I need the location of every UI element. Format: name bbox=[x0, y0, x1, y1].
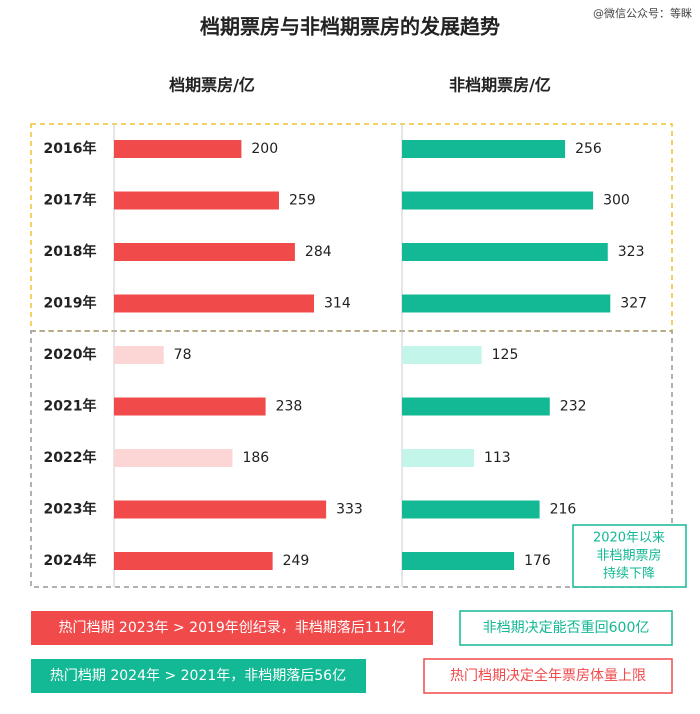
panel-title: 档期票房/亿 bbox=[169, 76, 255, 95]
annotation-box bbox=[572, 524, 687, 588]
data-label: 284 bbox=[305, 244, 332, 260]
data-label: 216 bbox=[550, 502, 577, 518]
annotation: 持续下降 bbox=[603, 567, 655, 582]
data-label: 125 bbox=[492, 347, 519, 363]
y-tick-label: 2022年 bbox=[44, 449, 97, 466]
bar bbox=[114, 243, 295, 261]
bar bbox=[114, 191, 279, 210]
bar bbox=[402, 243, 608, 261]
bar bbox=[402, 397, 550, 416]
annotation: 非档期票房 bbox=[596, 548, 661, 564]
panel-title: 非档期票房/亿 bbox=[449, 76, 551, 95]
data-label: 200 bbox=[251, 141, 278, 157]
data-label: 333 bbox=[336, 502, 363, 518]
y-tick-label: 2018年 bbox=[44, 243, 97, 260]
note-box bbox=[31, 611, 433, 645]
data-label: 256 bbox=[575, 141, 602, 157]
y-tick-label: 2021年 bbox=[44, 398, 97, 415]
note: 热门档期 2023年 > 2019年创纪录，非档期落后111亿 bbox=[58, 620, 405, 636]
watermark: @微信公众号：等眯 bbox=[593, 6, 692, 20]
note: 非档期决定能否重回600亿 bbox=[483, 620, 650, 636]
data-label: 314 bbox=[324, 296, 351, 312]
data-label: 238 bbox=[276, 399, 303, 415]
data-label: 259 bbox=[289, 193, 316, 209]
data-label: 323 bbox=[618, 244, 645, 260]
data-label: 113 bbox=[484, 450, 511, 466]
bar bbox=[402, 140, 566, 158]
y-tick-label: 2024年 bbox=[44, 552, 97, 569]
chart-title: 档期票房与非档期票房的发展趋势 bbox=[200, 15, 500, 39]
note-box bbox=[459, 610, 673, 646]
bar bbox=[114, 397, 266, 416]
bar bbox=[402, 294, 611, 313]
bar bbox=[114, 346, 164, 364]
data-label: 78 bbox=[174, 347, 192, 363]
data-label: 186 bbox=[242, 450, 269, 466]
highlight-box bbox=[30, 330, 673, 588]
bar bbox=[114, 552, 273, 570]
bar bbox=[402, 346, 482, 364]
bar bbox=[114, 294, 315, 313]
y-tick-label: 2017年 bbox=[44, 192, 97, 209]
note: 热门档期决定全年票房体量上限 bbox=[450, 667, 646, 684]
bar bbox=[114, 500, 327, 519]
data-label: 300 bbox=[603, 193, 630, 209]
data-label: 176 bbox=[524, 553, 551, 569]
y-tick-label: 2020年 bbox=[44, 346, 97, 363]
y-tick-label: 2023年 bbox=[44, 501, 97, 518]
y-tick-label: 2016年 bbox=[44, 140, 97, 157]
note-box bbox=[31, 659, 366, 693]
note-box bbox=[423, 658, 673, 694]
bar bbox=[402, 552, 515, 570]
annotation: 2020年以来 bbox=[593, 531, 665, 546]
data-label: 249 bbox=[283, 553, 310, 569]
y-tick-label: 2019年 bbox=[44, 295, 97, 312]
note: 热门档期 2024年 > 2021年，非档期落后56亿 bbox=[50, 668, 346, 684]
bar bbox=[402, 449, 474, 467]
data-label: 327 bbox=[620, 296, 647, 312]
bar bbox=[114, 140, 242, 158]
bar bbox=[114, 449, 233, 467]
data-label: 232 bbox=[560, 399, 587, 415]
bar bbox=[402, 500, 540, 519]
bar bbox=[402, 191, 594, 210]
